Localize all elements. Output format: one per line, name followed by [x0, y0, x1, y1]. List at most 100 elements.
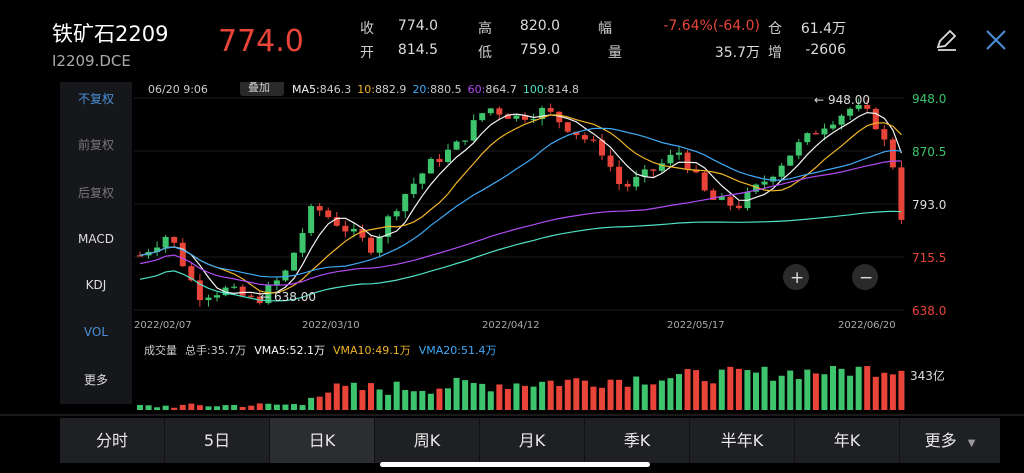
volume-bar: [693, 370, 700, 410]
sidebar-item-no-adjust[interactable]: 不复权: [77, 92, 114, 106]
sidebar-item-more[interactable]: 更多: [83, 373, 108, 387]
candle-body: [693, 169, 700, 173]
candle-body: [616, 166, 623, 184]
volume-bar: [196, 405, 203, 410]
candle-body: [248, 295, 255, 297]
volume-bar: [256, 403, 263, 410]
volume-bar: [445, 388, 451, 410]
candle-body: [410, 183, 417, 195]
stat-value-oi: 61.4万: [800, 21, 846, 37]
volume-bar: [316, 396, 323, 410]
stat-label-range: 幅: [598, 21, 612, 37]
kline-chart[interactable]: 06/20 9:06 叠加 MA5:846.3 10:882.9 20:880.5 6…: [134, 78, 964, 412]
close-icon[interactable]: [982, 26, 1010, 54]
candle-body: [761, 181, 768, 185]
volume-bar: [462, 380, 469, 410]
volume-bar: [282, 404, 289, 410]
candle-body: [658, 163, 665, 171]
sidebar-item-macd[interactable]: MACD: [78, 232, 114, 246]
tab-monthly-k[interactable]: 月K: [480, 418, 585, 463]
volume-bar: [419, 390, 426, 410]
volume-bar: [701, 381, 708, 410]
candle-body: [530, 119, 537, 121]
candle-body: [239, 286, 246, 296]
candle-body: [368, 237, 374, 253]
candle-body: [641, 169, 648, 177]
tab-5day[interactable]: 5日: [165, 418, 270, 463]
candle-body: [599, 139, 605, 156]
volume-bar: [222, 405, 229, 410]
candle-body: [778, 165, 785, 177]
volume-bar: [325, 392, 332, 410]
last-price: 774.0: [218, 24, 304, 59]
low-marker-arrow: ←: [260, 290, 270, 304]
tab-halfyear-k[interactable]: 半年K: [690, 418, 795, 463]
tab-daily-k[interactable]: 日K: [270, 418, 375, 463]
tab-more[interactable]: 更多 ▼: [900, 418, 1000, 463]
candle-body: [564, 122, 571, 132]
candle-body: [513, 115, 520, 119]
candle-body: [188, 266, 195, 281]
volume-bar: [171, 407, 178, 410]
candle-body: [770, 176, 777, 182]
volume-bar: [188, 403, 195, 410]
volume-bar: [350, 382, 357, 410]
zoom-in-icon[interactable]: +: [790, 268, 804, 288]
stat-value-low: 759.0: [519, 42, 560, 58]
volume-bar: [179, 404, 186, 410]
tab-intraday[interactable]: 分时: [60, 418, 165, 463]
volume-bar: [410, 391, 417, 410]
candle-body: [479, 113, 486, 121]
chart-grid: [134, 97, 904, 311]
sidebar-item-backward-adjust[interactable]: 后复权: [77, 186, 114, 200]
volume-bar: [633, 376, 640, 410]
price-tick-label: 948.0: [912, 92, 946, 106]
zoom-in-button[interactable]: [783, 264, 809, 290]
sidebar-item-kdj[interactable]: KDJ: [85, 278, 107, 292]
volume-bar: [487, 391, 494, 410]
ma-curve: [139, 114, 902, 294]
tab-quarterly-k[interactable]: 季K: [585, 418, 690, 463]
ma-curve: [139, 111, 902, 295]
candle-body: [898, 167, 905, 220]
tab-weekly-k[interactable]: 周K: [375, 418, 480, 463]
zoom-out-button[interactable]: [852, 264, 878, 290]
volume-bar: [847, 375, 854, 410]
tab-yearly-k[interactable]: 年K: [795, 418, 900, 463]
candle-body: [462, 140, 469, 142]
volume-bar: [641, 384, 648, 410]
ma-label: 60:: [468, 83, 486, 96]
volume-bar: [718, 369, 725, 410]
overlay-button[interactable]: [240, 78, 284, 96]
volume-bar: [308, 397, 315, 410]
volume-bar: [539, 381, 546, 410]
candle-body: [581, 135, 588, 140]
volume-bar: [427, 393, 434, 410]
candle-body: [214, 295, 220, 298]
volume-bar: [770, 380, 777, 410]
volume-bar: [470, 383, 477, 410]
sidebar-item-vol[interactable]: VOL: [83, 325, 109, 339]
sidebar-item-forward-adjust[interactable]: 前复权: [77, 138, 114, 152]
zoom-out-icon[interactable]: −: [859, 268, 873, 288]
candle-body: [889, 139, 896, 168]
overlay-label[interactable]: 叠加: [248, 81, 270, 94]
candle-body: [830, 124, 836, 129]
volume-bar: [530, 386, 537, 410]
candle-body: [804, 133, 811, 143]
candle-body: [795, 142, 802, 156]
volume-bar: [299, 405, 306, 410]
candle-body: [393, 211, 400, 217]
indicator-sidebar: 不复权 前复权 后复权 MACD KDJ VOL 更多: [60, 82, 132, 404]
volume-bar: [154, 407, 161, 410]
volume-bar: [616, 379, 623, 410]
pencil-icon[interactable]: [932, 26, 960, 54]
vol-value: 35.7万: [211, 344, 247, 357]
candle-body: [325, 210, 332, 218]
candle-body: [316, 206, 323, 211]
candle-body: [359, 228, 366, 238]
volume-bar: [821, 374, 828, 410]
candle-body: [522, 115, 528, 120]
vol-value: 51.4万: [461, 344, 497, 357]
candle-body: [667, 154, 674, 164]
